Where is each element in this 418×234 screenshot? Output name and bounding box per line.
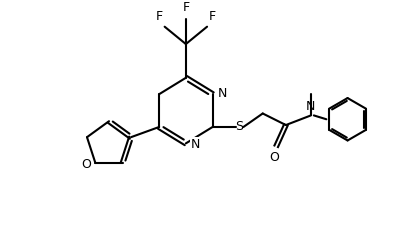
Text: F: F — [182, 1, 189, 14]
Text: S: S — [236, 121, 244, 133]
Text: N: N — [217, 87, 227, 100]
Text: N: N — [306, 100, 316, 113]
Text: F: F — [155, 10, 163, 23]
Text: F: F — [209, 10, 216, 23]
Text: N: N — [191, 138, 200, 151]
Text: O: O — [82, 158, 92, 172]
Text: O: O — [269, 151, 279, 164]
